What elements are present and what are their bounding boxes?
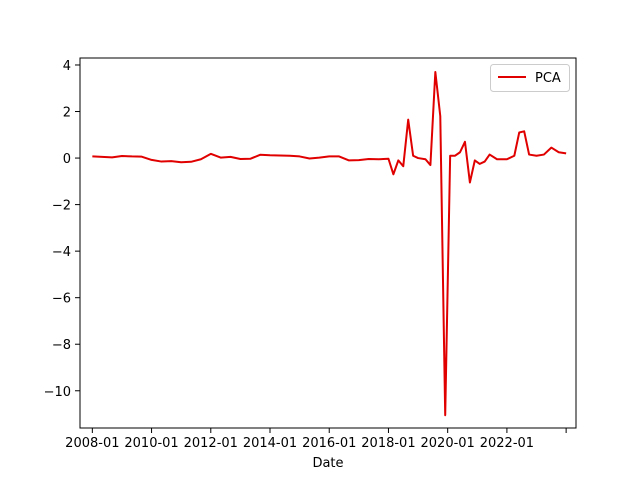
y-tick-label: −10 — [44, 385, 71, 400]
series-line-pca — [92, 70, 567, 417]
legend-label-pca: PCA — [535, 71, 561, 86]
y-tick-label: −4 — [52, 245, 71, 260]
plot-area — [80, 58, 576, 428]
y-tick-label: 0 — [63, 152, 71, 167]
x-tick-label: 2012-01 — [184, 436, 238, 451]
x-tick-label: 2010-01 — [124, 436, 178, 451]
y-tick-label: −8 — [52, 338, 71, 353]
y-tick-label: 4 — [63, 59, 71, 74]
x-tick-label: 2014-01 — [243, 436, 297, 451]
y-axis-ticks: 4 2 0 −2 −4 −6 −8 −10 — [44, 59, 80, 400]
plot-frame — [79, 57, 577, 429]
x-tick-label: 2020-01 — [421, 436, 475, 451]
y-tick-label: 2 — [63, 106, 71, 121]
x-tick-label: 2022-01 — [480, 436, 534, 451]
x-axis-ticks: 2008-01 2010-01 2012-01 2014-01 2016-01 2018-… — [65, 428, 567, 451]
x-tick-label: 2008-01 — [65, 436, 119, 451]
series-layer — [92, 70, 567, 417]
y-tick-label: −2 — [52, 199, 71, 214]
legend-box — [490, 64, 570, 92]
legend: PCA — [490, 64, 570, 92]
x-tick-label: 2018-01 — [361, 436, 415, 451]
y-tick-label: −6 — [52, 292, 71, 307]
x-tick-label: 2016-01 — [302, 436, 356, 451]
x-axis-label: Date — [312, 456, 343, 471]
